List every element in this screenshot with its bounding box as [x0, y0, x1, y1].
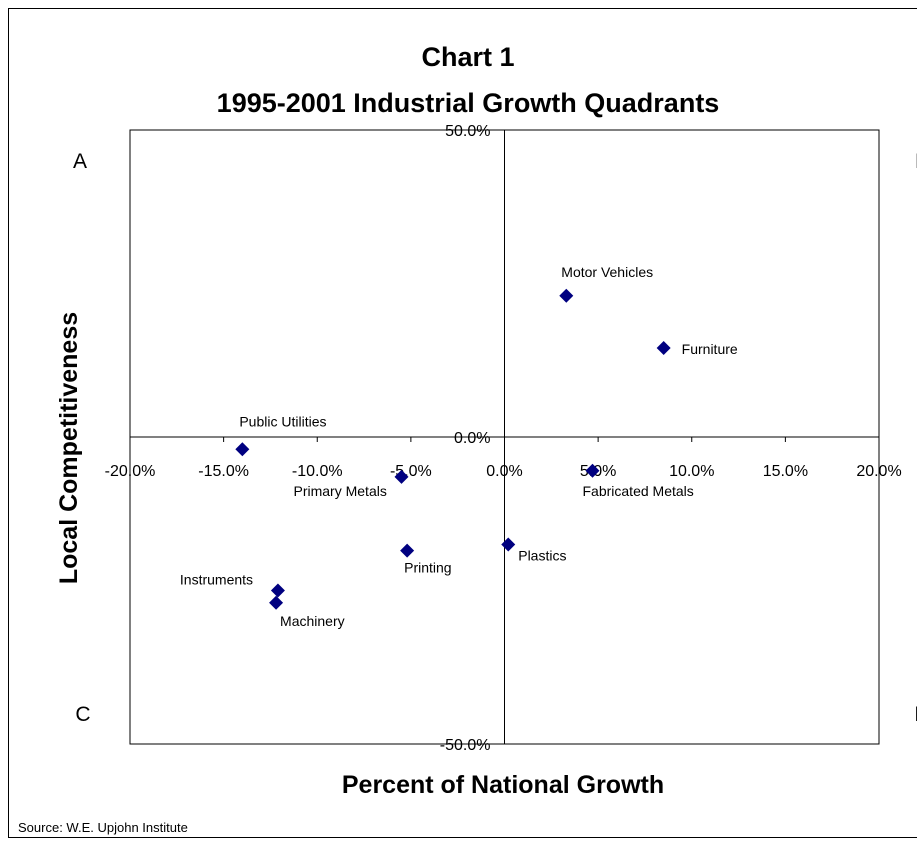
quadrant-label-b: B [915, 150, 917, 173]
y-tick-label: 50.0% [445, 123, 490, 140]
chart-frame [8, 8, 917, 838]
x-tick-labels: -20.0%-15.0%-10.0%-5.0%0.0%5.0%10.0%15.0… [105, 437, 902, 480]
data-point-label: Printing [404, 560, 451, 576]
data-point-label: Furniture [682, 341, 738, 357]
data-point-marker [269, 595, 284, 610]
data-point-label: Instruments [180, 572, 253, 588]
data-point-marker [559, 288, 574, 303]
data-point-marker [394, 469, 409, 484]
x-tick-label: 0.0% [486, 463, 522, 480]
data-point-marker [270, 583, 285, 598]
x-tick-label: 10.0% [669, 463, 714, 480]
quadrant-label-c: C [75, 703, 90, 726]
x-tick-label: -15.0% [198, 463, 249, 480]
chart-subtitle: 1995-2001 Industrial Growth Quadrants [217, 88, 720, 118]
chart-title: Chart 1 [421, 42, 514, 72]
data-point-label: Public Utilities [239, 413, 326, 429]
data-point-marker [235, 442, 250, 457]
x-tick-label: -10.0% [292, 463, 343, 480]
data-point-marker [400, 543, 415, 558]
source-note: Source: W.E. Upjohn Institute [18, 820, 188, 835]
x-tick-label: 15.0% [763, 463, 808, 480]
data-point-label: Machinery [280, 613, 345, 629]
x-tick-label: -20.0% [105, 463, 156, 480]
data-point-marker [501, 537, 516, 552]
y-tick-label: 0.0% [454, 430, 490, 447]
quadrant-label-a: A [73, 150, 87, 173]
data-point-label: Primary Metals [294, 483, 387, 499]
data-points: Motor Vehicles Furniture Public Utilities P… [180, 264, 738, 629]
y-axis-title: Local Competitiveness [55, 312, 83, 584]
quadrant-label-d: D [914, 703, 917, 726]
y-tick-labels: -50.0% 0.0% 50.0% [440, 123, 505, 754]
y-tick-label: -50.0% [440, 737, 491, 754]
data-point-label: Plastics [518, 547, 566, 563]
data-point-marker [585, 463, 600, 478]
data-point-label: Motor Vehicles [561, 264, 653, 280]
data-point-marker [656, 340, 671, 355]
data-point-label: Fabricated Metals [583, 483, 694, 499]
x-tick-label: 20.0% [856, 463, 901, 480]
x-axis-title: Percent of National Growth [342, 771, 664, 799]
